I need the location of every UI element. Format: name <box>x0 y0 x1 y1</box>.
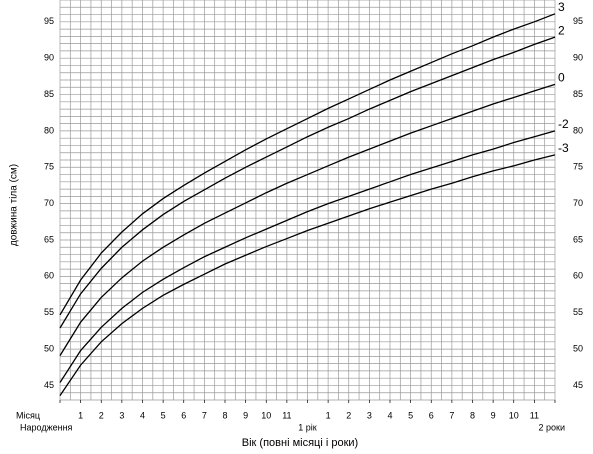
x-tick-label: 11 <box>282 410 291 420</box>
x-tick-label: 10 <box>509 410 519 420</box>
x-tick-label: 1 <box>78 410 83 420</box>
x-tick-label: 9 <box>491 410 496 420</box>
growth-curve <box>59 13 556 316</box>
x-tick-label: 1 рік <box>298 422 317 432</box>
x-tick-label: 2 <box>346 410 351 420</box>
growth-curve <box>59 36 556 329</box>
y-tick-label: 90 <box>44 53 54 63</box>
x-row-label: Місяц <box>16 410 40 420</box>
y-tick-label: 65 <box>44 234 54 244</box>
x-tick-label: 6 <box>181 410 186 420</box>
y-tick-label-right: 75 <box>573 162 583 172</box>
x-axis-label: Вік (повні місяці і роки) <box>242 437 358 449</box>
y-tick-label: 55 <box>44 307 54 317</box>
x-tick-label: 4 <box>387 410 392 420</box>
x-tick-label: 3 <box>119 410 124 420</box>
x-tick-label: 7 <box>202 410 207 420</box>
x-tick-label: 11 <box>530 410 539 420</box>
curve-label: 2 <box>558 23 565 37</box>
y-tick-label-right: 50 <box>573 343 583 353</box>
x-tick-label: 10 <box>261 410 271 420</box>
x-tick-label: 6 <box>429 410 434 420</box>
x-tick-label: 7 <box>449 410 454 420</box>
growth-curve <box>59 154 556 396</box>
y-tick-label: 45 <box>44 380 54 390</box>
x-tick-label: 1 <box>326 410 331 420</box>
y-tick-label-right: 85 <box>573 89 583 99</box>
y-tick-label: 85 <box>44 89 54 99</box>
growth-curve <box>59 130 556 383</box>
curve-label: 3 <box>558 0 565 14</box>
y-tick-label-right: 90 <box>573 53 583 63</box>
x-tick-label: 5 <box>408 410 413 420</box>
y-tick-label: 60 <box>44 271 54 281</box>
curve-label: -2 <box>558 117 569 131</box>
y-tick-label: 75 <box>44 162 54 172</box>
y-tick-label: 95 <box>44 16 54 26</box>
x-tick-label: 9 <box>243 410 248 420</box>
y-tick-label-right: 45 <box>573 380 583 390</box>
curve-label: 0 <box>558 71 565 85</box>
x-tick-label: Народження <box>20 422 73 432</box>
y-tick-label-right: 60 <box>573 271 583 281</box>
y-tick-label-right: 70 <box>573 198 583 208</box>
x-tick-label: 2 <box>99 410 104 420</box>
y-tick-label-right: 65 <box>573 234 583 244</box>
curve-label: -3 <box>558 141 569 155</box>
x-tick-label: 8 <box>470 410 475 420</box>
y-tick-label-right: 55 <box>573 307 583 317</box>
growth-curve <box>59 83 556 356</box>
y-tick-label: 80 <box>44 125 54 135</box>
y-tick-label-right: 95 <box>573 16 583 26</box>
x-tick-label: 2 роки <box>539 422 565 432</box>
y-tick-label: 70 <box>44 198 54 208</box>
x-tick-label: 4 <box>140 410 145 420</box>
y-tick-label-right: 80 <box>573 125 583 135</box>
x-tick-label: 5 <box>161 410 166 420</box>
x-tick-label: 8 <box>222 410 227 420</box>
y-axis-label: довжина тіла (см) <box>9 164 20 246</box>
y-tick-label: 50 <box>44 343 54 353</box>
x-tick-label: 3 <box>367 410 372 420</box>
